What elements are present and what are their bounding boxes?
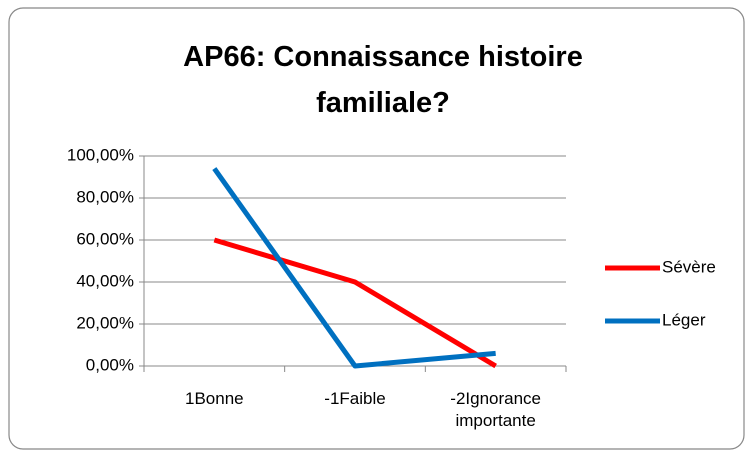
y-tick-label: 100,00% — [67, 145, 134, 164]
legend-label: Sévère — [662, 257, 716, 276]
x-tick-label: -2Ignorance importante — [450, 389, 542, 430]
y-tick-label: 40,00% — [76, 271, 134, 290]
line-series — [212, 167, 496, 369]
y-tick-label: 0,00% — [86, 355, 134, 374]
y-tick-label: 60,00% — [76, 229, 134, 248]
chart-border — [8, 7, 745, 450]
line-series — [213, 237, 497, 369]
x-tick-label: -1Faible — [324, 389, 386, 408]
y-tick-label: 20,00% — [76, 313, 134, 332]
chart-title: AP66: Connaissance histoire familiale? — [183, 41, 583, 119]
legend-label: Léger — [662, 310, 706, 329]
y-tick-label: 80,00% — [76, 187, 134, 206]
x-tick-label: 1Bonne — [185, 389, 244, 408]
